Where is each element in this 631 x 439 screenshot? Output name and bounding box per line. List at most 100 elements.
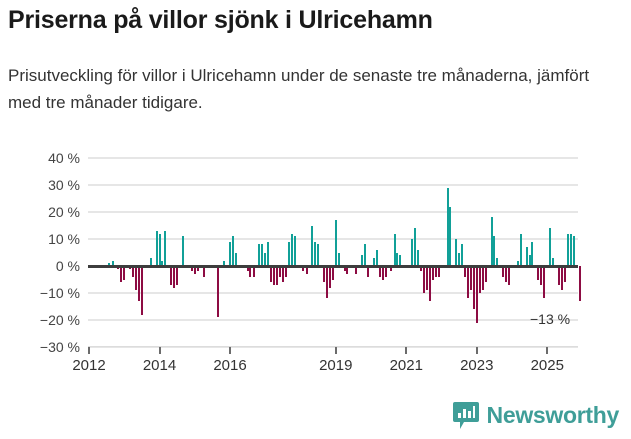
- bar: [543, 266, 546, 299]
- y-tick-label: 10 %: [48, 231, 80, 247]
- last-value-callout: −13 %: [530, 311, 571, 327]
- bar: [164, 230, 167, 266]
- bar: [196, 266, 199, 272]
- bar: [182, 236, 185, 266]
- bar: [176, 266, 179, 285]
- x-tick-label: 2021: [389, 357, 423, 374]
- bar-chart-speech-bubble-icon: [452, 402, 479, 429]
- bar: [235, 252, 237, 266]
- bar: [346, 266, 349, 275]
- bar: [267, 241, 270, 266]
- bar: [134, 266, 137, 291]
- zero-line: [88, 265, 578, 268]
- bar: [446, 187, 449, 266]
- bar: [270, 266, 273, 283]
- bar: [490, 217, 493, 266]
- bar: [428, 266, 431, 302]
- bar: [293, 236, 296, 266]
- y-tick-label: −10 %: [39, 285, 80, 301]
- bar: [549, 228, 552, 266]
- y-tick-label: 40 %: [48, 150, 80, 166]
- bar: [325, 266, 328, 299]
- bar: [431, 266, 434, 280]
- bar: [508, 266, 511, 285]
- bar: [414, 228, 417, 266]
- bar: [455, 239, 458, 266]
- bar: [217, 266, 220, 318]
- bar: [422, 266, 425, 293]
- bar: [578, 266, 581, 302]
- x-tick-label: 2014: [142, 357, 177, 374]
- bar: [231, 236, 234, 266]
- bar: [284, 266, 287, 277]
- bar: [552, 257, 555, 266]
- bar: [458, 252, 461, 266]
- x-tick-label: 2016: [213, 357, 247, 374]
- bar: [314, 241, 317, 266]
- bar: [311, 225, 314, 266]
- gridline: [88, 184, 578, 186]
- bar: [519, 233, 522, 266]
- bar: [193, 266, 196, 275]
- x-tick: [546, 347, 549, 354]
- x-tick: [88, 347, 90, 354]
- bar: [517, 260, 519, 266]
- bar: [390, 266, 393, 272]
- gridline: [88, 319, 578, 321]
- y-tick-label: 0 %: [55, 258, 80, 274]
- y-tick-label: 30 %: [48, 177, 80, 193]
- bar: [246, 266, 249, 272]
- x-tick: [475, 347, 478, 354]
- bar: [472, 266, 475, 310]
- bar: [323, 266, 326, 283]
- bar: [505, 266, 508, 283]
- newsworthy-logo: Newsworthy: [452, 402, 619, 429]
- bar: [376, 249, 378, 266]
- bar: [528, 255, 531, 266]
- bar: [190, 266, 193, 272]
- bar: [334, 220, 337, 266]
- bar: [540, 266, 543, 285]
- gridline: [88, 238, 578, 240]
- bar: [202, 266, 205, 277]
- bar: [378, 266, 381, 277]
- bar: [425, 266, 428, 291]
- bar: [302, 266, 305, 272]
- x-tick: [229, 347, 231, 354]
- bar: [384, 266, 387, 277]
- x-tick: [405, 347, 408, 354]
- axis-baseline: [88, 346, 578, 347]
- bar-chart: 40 % 30 % 20 % 10 % 0 % −10 % −20 % −30 % 2012 2…: [0, 145, 631, 395]
- y-tick-label: −20 %: [39, 312, 80, 328]
- bar: [496, 257, 499, 266]
- bar: [258, 244, 261, 266]
- bar: [393, 233, 396, 266]
- y-tick-label: −30 %: [39, 339, 80, 355]
- bar: [563, 266, 566, 283]
- bar: [264, 252, 267, 266]
- x-axis: 2012 2014 2016 2019 2021 2023 2025: [72, 347, 578, 392]
- bar: [273, 266, 276, 285]
- bar: [464, 266, 467, 277]
- bar: [469, 266, 472, 291]
- bar: [372, 257, 375, 266]
- bar: [557, 266, 560, 285]
- bar: [149, 257, 152, 266]
- x-tick-label: 2025: [530, 357, 564, 374]
- x-tick-label: 2019: [319, 357, 353, 374]
- bar: [355, 266, 358, 275]
- bar: [478, 266, 481, 293]
- bar: [569, 233, 572, 266]
- bar: [475, 266, 478, 323]
- bar: [281, 266, 284, 283]
- bar: [279, 266, 282, 277]
- bar: [173, 266, 176, 288]
- bar: [223, 260, 225, 266]
- bar: [120, 266, 123, 283]
- bar: [287, 241, 290, 266]
- bar: [484, 266, 487, 283]
- gridline: [88, 211, 578, 213]
- gridline: [88, 157, 578, 159]
- bar: [502, 266, 505, 277]
- bar: [420, 266, 423, 272]
